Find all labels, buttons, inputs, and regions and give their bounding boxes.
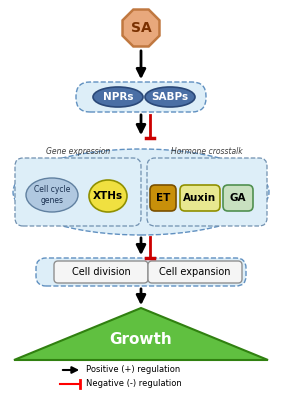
FancyBboxPatch shape xyxy=(150,185,176,211)
Text: GA: GA xyxy=(230,193,246,203)
FancyBboxPatch shape xyxy=(36,258,246,286)
Text: Auxin: Auxin xyxy=(183,193,217,203)
Text: Cell expansion: Cell expansion xyxy=(159,267,231,277)
Polygon shape xyxy=(122,10,160,46)
Ellipse shape xyxy=(145,87,195,107)
Text: Positive (+) regulation: Positive (+) regulation xyxy=(86,366,180,374)
FancyBboxPatch shape xyxy=(223,185,253,211)
Text: Cell division: Cell division xyxy=(72,267,130,277)
Ellipse shape xyxy=(89,180,127,212)
Text: Hormone crosstalk: Hormone crosstalk xyxy=(171,148,243,156)
Polygon shape xyxy=(14,308,268,360)
Ellipse shape xyxy=(26,178,78,212)
Text: SABPs: SABPs xyxy=(151,92,189,102)
FancyBboxPatch shape xyxy=(54,261,148,283)
Text: XTHs: XTHs xyxy=(93,191,123,201)
Text: Growth: Growth xyxy=(110,332,172,348)
Text: Negative (-) regulation: Negative (-) regulation xyxy=(86,380,182,388)
FancyBboxPatch shape xyxy=(180,185,220,211)
Text: NPRs: NPRs xyxy=(103,92,133,102)
Text: ET: ET xyxy=(156,193,170,203)
FancyBboxPatch shape xyxy=(148,261,242,283)
FancyBboxPatch shape xyxy=(147,158,267,226)
Text: SA: SA xyxy=(131,21,151,35)
FancyBboxPatch shape xyxy=(76,82,206,112)
Text: Cell cycle
genes: Cell cycle genes xyxy=(34,185,70,205)
Ellipse shape xyxy=(13,149,269,235)
Text: Gene expression: Gene expression xyxy=(46,148,110,156)
FancyBboxPatch shape xyxy=(15,158,141,226)
Ellipse shape xyxy=(93,87,143,107)
